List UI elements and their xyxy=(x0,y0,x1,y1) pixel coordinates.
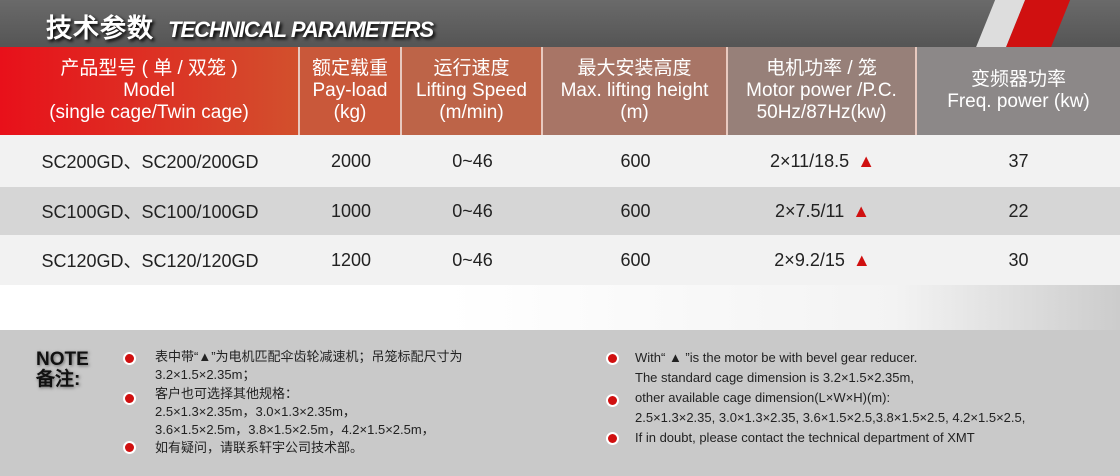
table-row: SC200GD、SC200/200GD 2000 0~46 600 2×11/1… xyxy=(0,135,1120,187)
cell-motor: 2×7.5/11 ▲ xyxy=(774,200,871,221)
bullet-icon xyxy=(608,396,617,405)
note-cn-line: 客户也可选择其他规格： xyxy=(155,386,299,401)
bullet-icon xyxy=(125,443,134,452)
note-cn-line: 3.6×1.5×2.5m，3.8×1.5×2.5m，4.2×1.5×2.5m， xyxy=(155,422,435,437)
note-en-line: 2.5×1.3×2.35, 3.0×1.3×2.35, 3.6×1.5×2.5,… xyxy=(635,410,1026,425)
table-row: SC100GD、SC100/100GD 1000 0~46 600 2×7.5/… xyxy=(0,187,1120,235)
title-en: TECHNICAL PARAMETERS xyxy=(168,17,434,42)
cell-model: SC120GD、SC120/120GD xyxy=(41,251,259,271)
bullet-icon xyxy=(608,434,617,443)
cell-motor: 2×11/18.5 ▲ xyxy=(769,150,876,171)
cell-motor: 2×9.2/15 ▲ xyxy=(774,249,871,270)
header-height: 最大安装高度 Max. lifting height (m) xyxy=(543,47,728,135)
cell-height: 600 xyxy=(620,249,651,270)
note-cn-line: 如有疑问，请联系轩宇公司技术部。 xyxy=(155,440,364,455)
spacer-band xyxy=(0,285,1120,330)
header-freq: 变频器功率 Freq. power (kw) xyxy=(917,47,1120,135)
cell-model: SC200GD、SC200/200GD xyxy=(41,152,259,172)
table-row: SC120GD、SC120/120GD 1200 0~46 600 2×9.2/… xyxy=(0,235,1120,285)
notes-section: NOTE 备注: 表中带“▲”为电机匹配伞齿轮减速机；吊笼标配尺寸为 3.2×1.… xyxy=(0,330,1120,476)
cell-freq: 22 xyxy=(1008,200,1029,221)
note-cn-line: 表中带“▲”为电机匹配伞齿轮减速机；吊笼标配尺寸为 xyxy=(155,349,463,364)
bullet-icon xyxy=(608,354,617,363)
note-cn-line: 3.2×1.5×2.35m； xyxy=(155,367,256,382)
title-banner: 技术参数 TECHNICAL PARAMETERS xyxy=(0,0,1120,47)
cell-payload: 1200 xyxy=(330,249,372,270)
triangle-icon: ▲ xyxy=(852,249,871,270)
cell-speed: 0~46 xyxy=(452,200,493,221)
cell-payload: 1000 xyxy=(330,200,372,221)
note-en-line: The standard cage dimension is 3.2×1.5×2… xyxy=(635,370,914,385)
note-cn-line: 2.5×1.3×2.35m，3.0×1.3×2.35m， xyxy=(155,404,356,419)
cell-freq: 30 xyxy=(1008,249,1029,270)
table-header: 产品型号 ( 单 / 双笼 ) Model (single cage/Twin ca… xyxy=(0,47,1120,135)
page-title: 技术参数 TECHNICAL PARAMETERS xyxy=(46,8,434,45)
header-payload: 额定载重 Pay-load (kg) xyxy=(300,47,402,135)
cell-freq: 37 xyxy=(1008,150,1029,171)
bullet-icon xyxy=(125,394,134,403)
cell-payload: 2000 xyxy=(330,150,372,171)
note-en-line: If in doubt, please contact the technica… xyxy=(635,430,975,445)
note-en-line: With“ ▲ ”is the motor be with bevel gear… xyxy=(635,350,918,365)
header-model: 产品型号 ( 单 / 双笼 ) Model (single cage/Twin ca… xyxy=(0,47,300,135)
note-label: NOTE 备注: xyxy=(36,349,89,390)
header-motor: 电机功率 / 笼 Motor power /P.C. 50Hz/87Hz(kw) xyxy=(728,47,917,135)
triangle-icon: ▲ xyxy=(852,200,871,221)
bullet-icon xyxy=(125,354,134,363)
cell-height: 600 xyxy=(620,200,651,221)
cell-height: 600 xyxy=(620,150,651,171)
triangle-icon: ▲ xyxy=(857,150,876,171)
cell-speed: 0~46 xyxy=(452,249,493,270)
cell-speed: 0~46 xyxy=(452,150,493,171)
header-speed: 运行速度 Lifting Speed (m/min) xyxy=(402,47,543,135)
title-cn: 技术参数 xyxy=(46,13,155,43)
note-en-line: other available cage dimension(L×W×H)(m)… xyxy=(635,390,891,405)
cell-model: SC100GD、SC100/100GD xyxy=(41,202,259,222)
